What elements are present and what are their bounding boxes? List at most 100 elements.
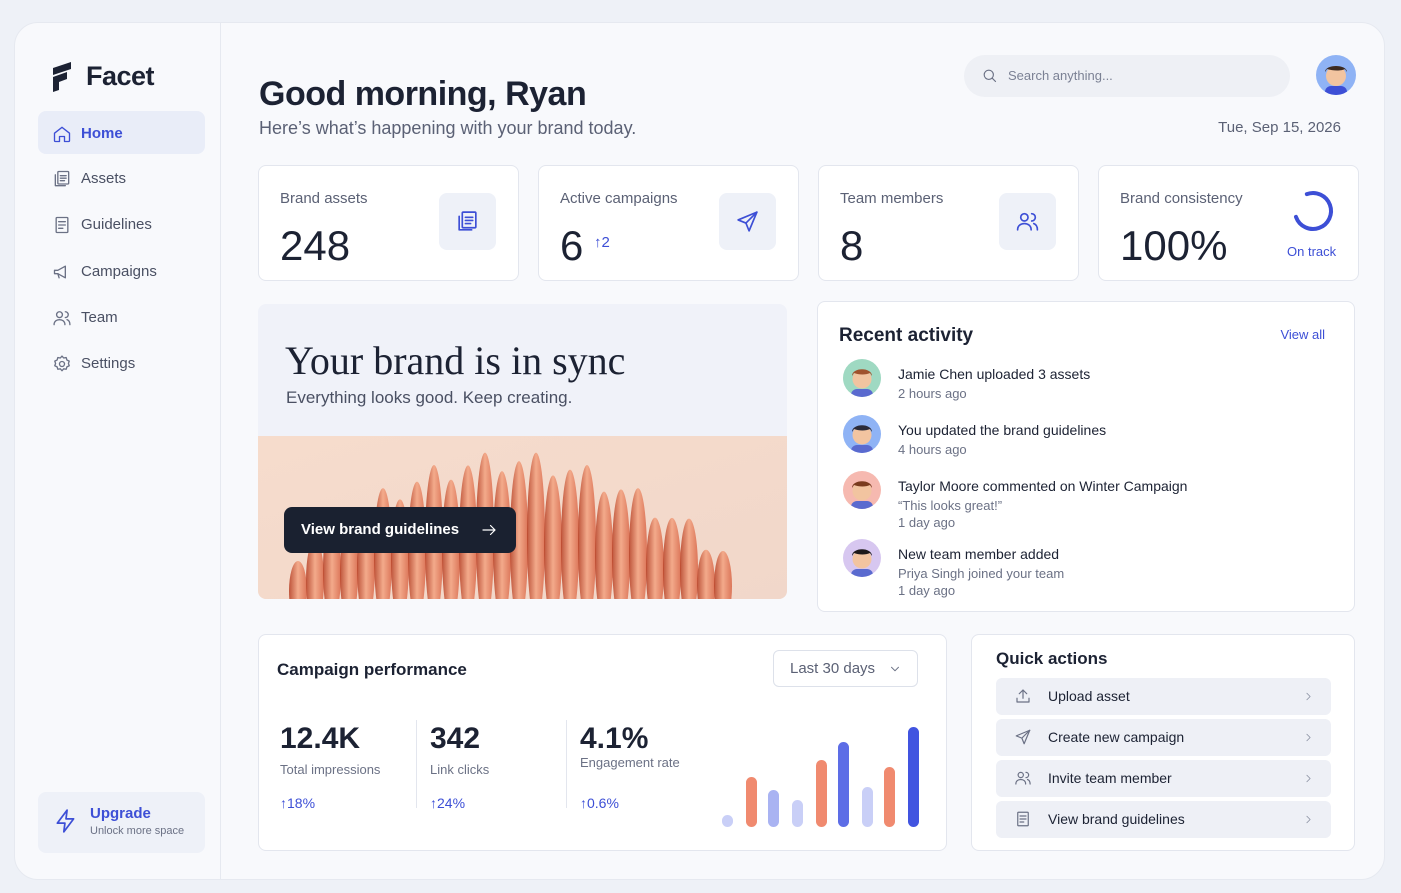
decorative-bar xyxy=(838,742,849,827)
decorative-bar xyxy=(816,760,827,827)
range-dropdown[interactable] xyxy=(773,650,918,687)
activity-avatar xyxy=(843,415,881,453)
performance-title: Campaign performance xyxy=(277,660,467,679)
stat-label: Brand assets xyxy=(280,190,368,207)
activity-avatar xyxy=(843,539,881,577)
upgrade-subtitle: Unlock more space xyxy=(90,825,185,837)
sidebar-divider xyxy=(220,23,221,879)
stat-value: 6 xyxy=(560,222,584,269)
quick-action-chevron xyxy=(1302,690,1315,703)
quick-action-label: Create new campaign xyxy=(1048,729,1185,745)
metric-label: Engagement rate xyxy=(580,755,680,770)
stat-icon-box xyxy=(439,193,496,250)
quick-action-label: View brand guidelines xyxy=(1048,811,1185,827)
quick-action-chevron xyxy=(1302,731,1315,744)
stat-card xyxy=(1098,165,1359,281)
stat-icon xyxy=(455,209,480,234)
range-chevron xyxy=(888,662,902,676)
activity-detail: “This looks great!” xyxy=(898,498,1003,513)
user-avatar[interactable] xyxy=(1316,55,1356,95)
nav-item[interactable]: Assets xyxy=(81,170,127,187)
stat-delta: ↑2 xyxy=(594,234,610,251)
brand-name: Facet xyxy=(86,61,155,91)
quick-action-label: Upload asset xyxy=(1048,688,1130,704)
hero-button[interactable] xyxy=(284,507,516,553)
activity-text: You updated the brand guidelines xyxy=(898,422,1107,438)
search-icon xyxy=(981,67,998,84)
quick-action-icon xyxy=(1014,769,1032,787)
stat-value: 100% xyxy=(1120,222,1228,269)
stat-label: Active campaigns xyxy=(560,190,678,207)
activity-avatar xyxy=(843,359,881,397)
nav-icon xyxy=(52,215,72,235)
decorative-bar xyxy=(746,777,757,827)
upgrade-icon xyxy=(53,808,79,834)
metric-value: 342 xyxy=(430,722,481,755)
decorative-bar xyxy=(768,790,779,827)
activity-text: New team member added xyxy=(898,546,1060,562)
quick-action-icon xyxy=(1014,728,1032,746)
decorative-bar xyxy=(722,815,733,827)
activity-time: 1 day ago xyxy=(898,515,956,530)
logo-icon xyxy=(51,60,73,92)
quick-actions-title: Quick actions xyxy=(996,649,1108,668)
quick-action-icon xyxy=(1014,687,1032,705)
activity-title: Recent activity xyxy=(839,325,974,346)
quick-action-row[interactable] xyxy=(996,719,1331,756)
nav-icon xyxy=(52,124,72,144)
activity-detail: Priya Singh joined your team xyxy=(898,566,1065,581)
upgrade-box[interactable] xyxy=(38,792,205,853)
activity-time: 1 day ago xyxy=(898,583,956,598)
metric-change: ↑0.6% xyxy=(580,795,619,811)
quick-action-chevron xyxy=(1302,772,1315,785)
nav-active-bg xyxy=(38,111,205,154)
metric-change: ↑18% xyxy=(280,795,316,811)
stat-icon-box xyxy=(999,193,1056,250)
header-subtitle: Here’s what’s happening with your brand … xyxy=(259,118,637,138)
decorative-bar xyxy=(884,767,895,827)
decorative-bar xyxy=(862,787,873,827)
hero-title: Your brand is in sync xyxy=(285,338,626,383)
hero-button-label: View brand guidelines xyxy=(301,521,460,538)
nav-item[interactable]: Home xyxy=(81,125,123,142)
nav-item[interactable]: Campaigns xyxy=(81,263,157,280)
hero-button-arrow xyxy=(480,521,498,539)
stat-status: On track xyxy=(1287,244,1337,259)
nav-item[interactable]: Guidelines xyxy=(81,216,152,233)
metric-divider xyxy=(566,720,567,808)
nav-icon xyxy=(52,262,72,282)
nav-item[interactable]: Team xyxy=(81,309,118,326)
activity-card xyxy=(817,301,1355,612)
activity-text: Taylor Moore commented on Winter Campaig… xyxy=(898,478,1188,494)
search-box[interactable] xyxy=(964,55,1290,97)
nav-icon xyxy=(52,169,72,189)
stat-value: 8 xyxy=(840,222,864,269)
metric-change: ↑24% xyxy=(430,795,466,811)
activity-time: 4 hours ago xyxy=(898,442,967,457)
metric-label: Link clicks xyxy=(430,762,490,777)
metric-label: Total impressions xyxy=(280,762,381,777)
consistency-ring xyxy=(1291,189,1335,233)
upgrade-title: Upgrade xyxy=(90,805,151,822)
stat-value: 248 xyxy=(280,222,351,269)
nav-icon xyxy=(52,308,72,328)
nav-icon xyxy=(52,354,72,374)
stat-icon xyxy=(1015,209,1040,234)
decorative-bar xyxy=(908,727,919,827)
greeting: Good morning, Ryan xyxy=(259,75,587,113)
quick-action-row[interactable] xyxy=(996,760,1331,797)
quick-action-row[interactable] xyxy=(996,678,1331,715)
quick-action-row[interactable] xyxy=(996,801,1331,838)
stat-icon xyxy=(735,209,760,234)
activity-link[interactable]: View all xyxy=(1280,327,1325,342)
hero-subtitle: Everything looks good. Keep creating. xyxy=(286,388,573,407)
date: Tue, Sep 15, 2026 xyxy=(1218,119,1341,136)
metric-value: 12.4K xyxy=(280,722,361,755)
nav-item[interactable]: Settings xyxy=(81,355,136,372)
activity-avatar xyxy=(843,471,881,509)
decorative-bar xyxy=(792,800,803,827)
quick-action-icon xyxy=(1014,810,1032,828)
quick-action-label: Invite team member xyxy=(1048,770,1172,786)
stat-label: Brand consistency xyxy=(1120,190,1243,207)
